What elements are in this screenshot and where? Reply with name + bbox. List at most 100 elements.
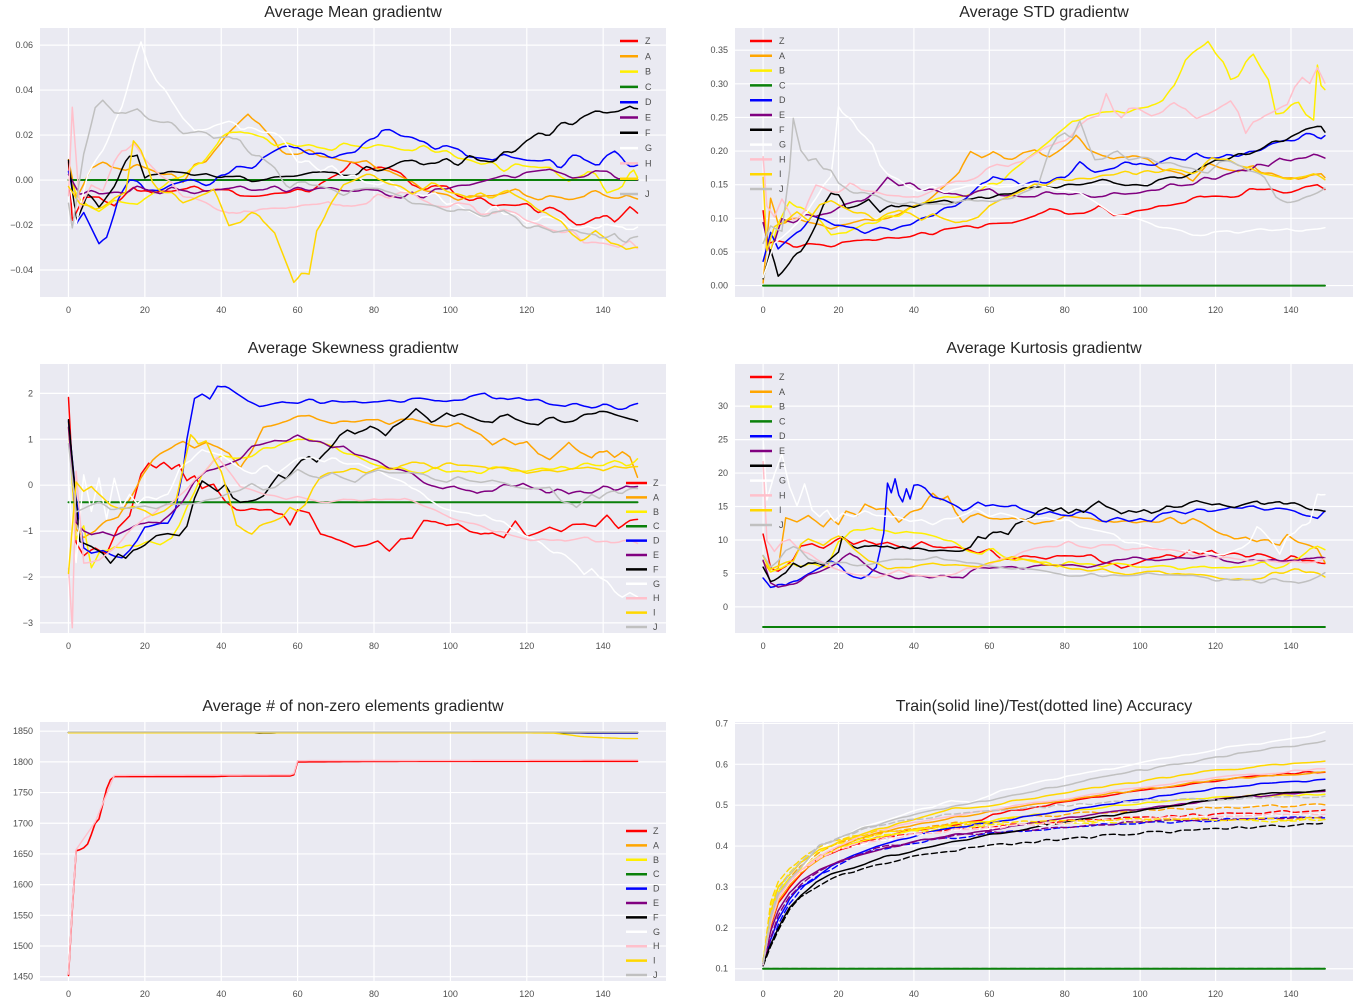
legend-entry-label: H [779,490,786,500]
y-axis-tick-label: 0.5 [715,800,728,810]
chart-title: Average # of non-zero elements gradientw [202,698,504,715]
series-line-H-test [762,812,1326,966]
legend-entry-label: A [645,51,651,61]
legend-entry-label: B [779,402,785,412]
y-axis-tick-label: 2 [28,388,33,398]
legend-entry-label: F [779,461,785,471]
x-axis-tick-label: 120 [519,989,534,999]
legend-entry-label: B [653,507,659,517]
series-line-G [762,438,1326,556]
y-axis-tick-label: 1850 [13,726,33,736]
x-axis-tick-label: 80 [369,641,379,651]
series-line-H [762,460,1326,579]
y-axis-tick-label: 0.30 [710,79,728,89]
x-axis-tick-label: 100 [443,305,458,315]
legend-entry-label: E [779,446,785,456]
series-line-J-test [762,795,1326,964]
legend-entry-label: H [653,941,660,951]
y-axis-tick-label: 0.20 [710,146,728,156]
series-line-D [67,385,639,559]
x-axis-tick-label: 40 [909,641,919,651]
x-axis-tick-label: 100 [1133,305,1148,315]
legend-entry-label: C [645,82,652,92]
series-lines [67,41,639,284]
series-lines [762,40,1326,287]
legend-entry-label: E [653,898,659,908]
x-axis-tick-label: 0 [761,989,766,999]
series-lines [67,731,639,977]
x-axis-tick-label: 60 [984,989,994,999]
series-line-Z [67,760,639,977]
x-axis-tick-label: 20 [140,641,150,651]
legend-entry-label: F [645,128,651,138]
legend-entry-label: C [779,80,786,90]
x-axis-tick-label: 40 [216,305,226,315]
x-axis-tick-label: 60 [984,641,994,651]
x-axis-tick-label: 140 [1283,641,1298,651]
y-axis-tick-label: 20 [718,468,728,478]
legend-entry-label: Z [779,36,785,46]
gridlines [40,722,666,981]
y-axis-tick-label: −2 [23,572,33,582]
series-lines [762,438,1326,628]
legend-entry-label: A [779,387,785,397]
y-axis-tick-label: −0.02 [10,220,33,230]
legend-entry-label: D [645,97,652,107]
x-axis-tick-label: 0 [66,641,71,651]
legend-entry-label: G [779,140,786,150]
x-axis-tick-label: 80 [1060,989,1070,999]
series-line-E [762,153,1326,256]
legend-entry-label: G [645,143,652,153]
y-axis-tick-label: 0.02 [15,130,33,140]
series-line-Z [762,533,1326,572]
legend-entry-label: B [779,66,785,76]
y-axis-tick-label: 0 [28,480,33,490]
legend-entry-label: G [779,476,786,486]
x-axis-tick-label: 0 [761,641,766,651]
series-line-B [67,426,639,569]
legend-entry-label: E [653,550,659,560]
chart-title: Average Mean gradientw [264,4,442,21]
chart-title: Average Skewness gradientw [248,340,459,357]
series-lines [67,385,639,629]
x-axis-tick-label: 140 [1283,305,1298,315]
legend-entry-label: I [653,956,656,966]
chart-title: Average Kurtosis gradientw [946,340,1142,357]
legend-entry-label: J [653,970,658,980]
legend-entry-label: Z [779,372,785,382]
legend-entry-label: I [653,608,656,618]
x-axis-tick-label: 60 [293,641,303,651]
y-axis-tick-label: −0.04 [10,265,33,275]
series-line-J [67,99,639,244]
y-axis-tick-label: −3 [23,618,33,628]
y-axis-tick-label: 0.3 [715,882,728,892]
legend-entry-label: G [653,579,660,589]
legend-entry-label: F [653,912,659,922]
legend-entry-label: I [779,505,782,515]
x-axis-tick-label: 20 [140,305,150,315]
legend-entry-label: Z [653,478,659,488]
y-axis-tick-label: 0.7 [715,718,728,728]
x-axis-tick-label: 120 [1208,989,1223,999]
y-axis-tick-label: 0.35 [710,45,728,55]
x-axis-tick-label: 60 [293,989,303,999]
legend-entry-label: D [779,431,786,441]
legend-entry-label: J [779,520,784,530]
x-axis-tick-label: 100 [1133,989,1148,999]
series-line-A [67,113,639,201]
y-axis-tick-label: 1650 [13,849,33,859]
x-axis-tick-label: 140 [596,989,611,999]
axis-tick-labels: 0.1 0.2 0.3 0.4 0.5 0.6 0.7 0 20 40 60 80 100 120 140 [715,718,1298,999]
y-axis-tick-label: 1550 [13,910,33,920]
legend-entry-label: Z [645,36,651,46]
x-axis-tick-label: 60 [984,305,994,315]
legend-entry-label: H [779,154,786,164]
axis-tick-labels: 0 5 10 15 20 25 30 0 20 40 60 80 100 120 140 [718,401,1299,651]
y-axis-tick-label: 0.06 [15,40,33,50]
series-line-B [762,40,1326,280]
